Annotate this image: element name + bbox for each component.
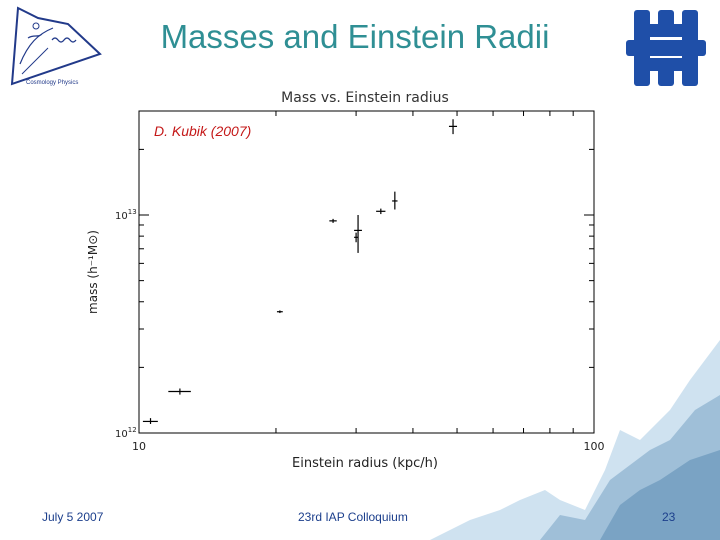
plot-frame: [138, 110, 595, 434]
fermilab-logo: [626, 6, 706, 90]
chart-title: Mass vs. Einstein radius: [281, 90, 449, 106]
slide-title: Masses and Einstein Radii: [160, 18, 550, 55]
institution-logo: [8, 4, 108, 88]
footer-event: 23rd IAP Colloquium: [298, 510, 408, 524]
page-number: 23: [662, 510, 676, 524]
y-axis-label: mass (h⁻¹M⊙): [86, 230, 100, 314]
y-tick-label: 1012: [115, 426, 137, 440]
author-credit: D. Kubik (2007): [154, 123, 252, 139]
y-tick-label: 1013: [115, 208, 137, 222]
logo-caption: Cosmology Physics: [26, 80, 79, 86]
x-axis-label: Einstein radius (kpc/h): [292, 456, 438, 471]
footer-date: July 5 2007: [42, 510, 104, 524]
x-tick-label: 10: [132, 440, 146, 453]
x-tick-label: 100: [584, 440, 605, 453]
